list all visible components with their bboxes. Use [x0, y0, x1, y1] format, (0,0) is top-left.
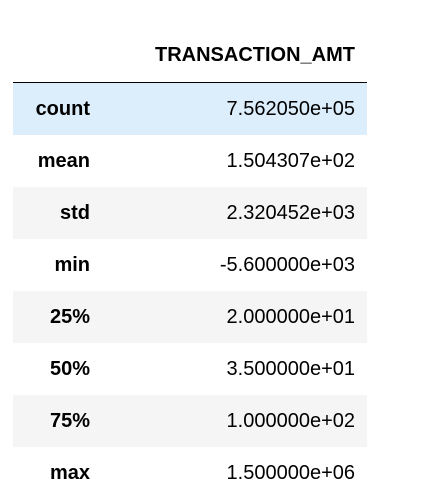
row-value: 3.500000e+01 — [226, 357, 355, 380]
row-value: 1.000000e+02 — [226, 409, 355, 432]
row-label: 75% — [49, 409, 90, 432]
row-label: std — [60, 201, 90, 224]
column-header-transaction-amt: TRANSACTION_AMT — [102, 28, 367, 83]
table-body: count 7.562050e+05 mean 1.504307e+02 std… — [13, 82, 367, 499]
row-label: mean — [37, 149, 90, 172]
header-row: TRANSACTION_AMT — [13, 28, 367, 83]
row-value: -5.600000e+03 — [219, 253, 355, 276]
table-row-std: std 2.320452e+03 — [13, 187, 367, 239]
row-label: max — [49, 461, 90, 484]
table-row-75pct: 75% 1.000000e+02 — [13, 395, 367, 447]
row-value: 1.500000e+06 — [226, 461, 355, 484]
describe-table: TRANSACTION_AMT count 7.562050e+05 mean … — [13, 28, 367, 499]
table-header: TRANSACTION_AMT — [13, 28, 367, 83]
table-row-mean: mean 1.504307e+02 — [13, 135, 367, 187]
row-label: 25% — [49, 305, 90, 328]
row-value: 2.320452e+03 — [226, 201, 355, 224]
row-value: 7.562050e+05 — [226, 97, 355, 120]
table-row-min: min -5.600000e+03 — [13, 239, 367, 291]
table-row-count: count 7.562050e+05 — [13, 82, 367, 135]
row-label: count — [35, 97, 90, 120]
row-label: min — [54, 253, 90, 276]
row-label: 50% — [49, 357, 90, 380]
row-value: 1.504307e+02 — [226, 149, 355, 172]
table-row-25pct: 25% 2.000000e+01 — [13, 291, 367, 343]
row-value: 2.000000e+01 — [226, 305, 355, 328]
index-header-cell — [13, 28, 102, 83]
table-row-50pct: 50% 3.500000e+01 — [13, 343, 367, 395]
table-row-max: max 1.500000e+06 — [13, 447, 367, 499]
